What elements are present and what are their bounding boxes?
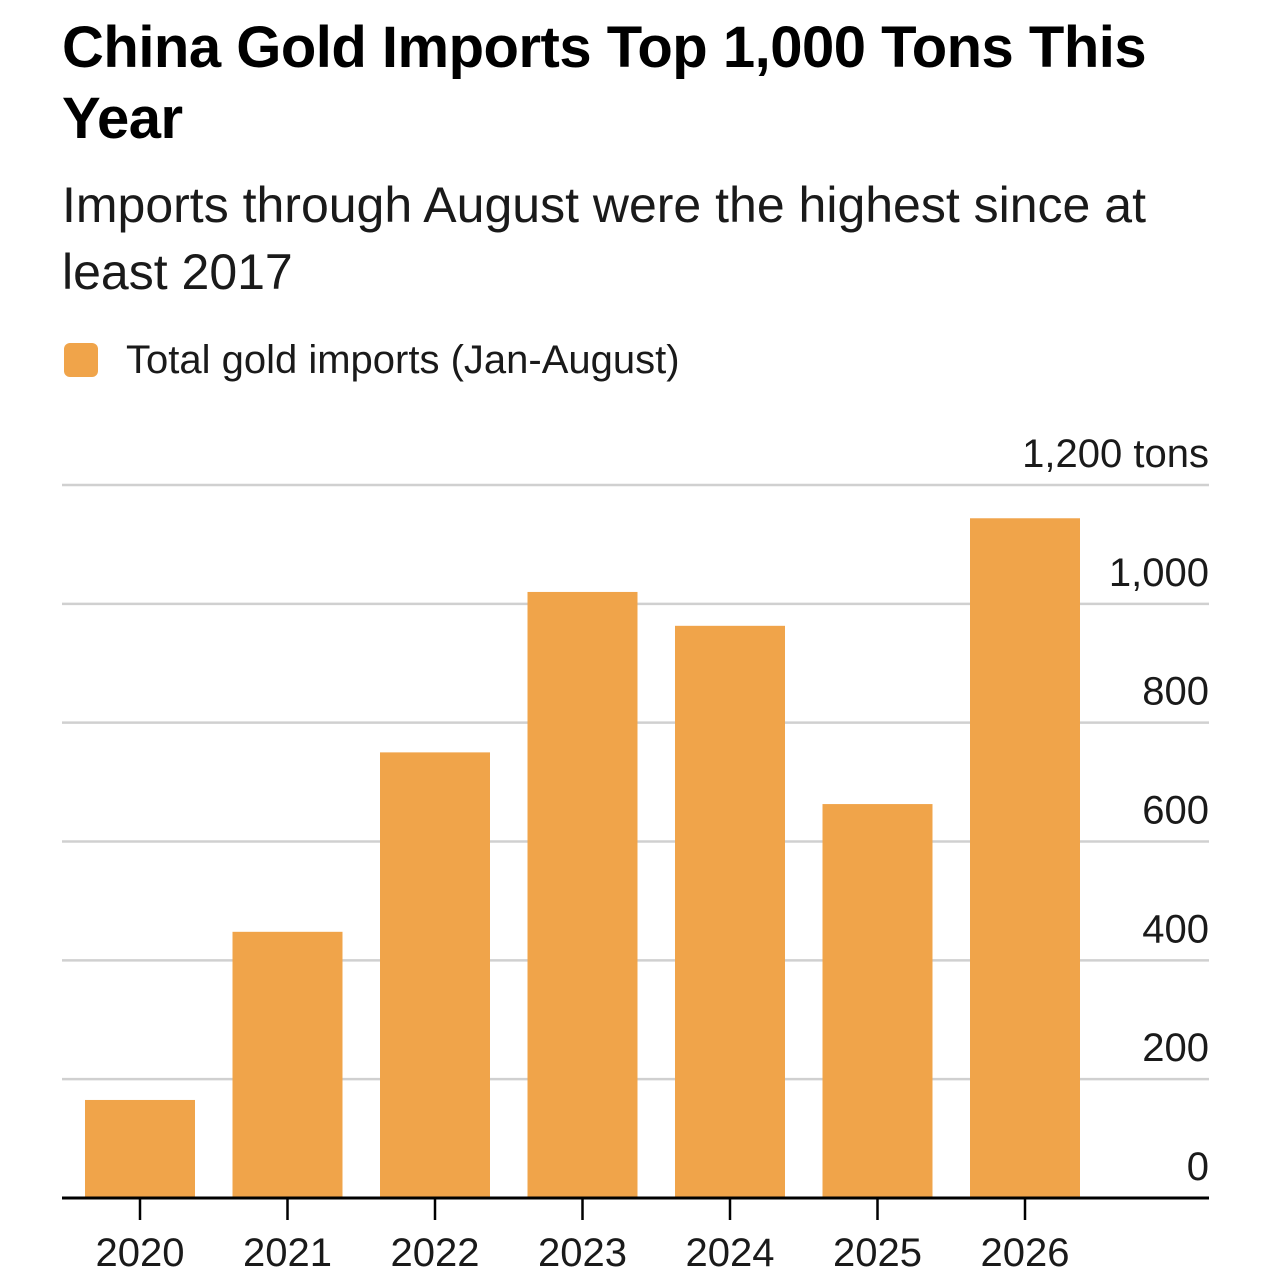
legend-swatch — [64, 343, 98, 377]
bar — [675, 625, 785, 1198]
x-tick-label: 2022 — [391, 1231, 480, 1275]
y-tick-label: 200 — [1142, 1026, 1209, 1070]
bar — [380, 752, 490, 1198]
y-axis-labels: 0 200 400 600 800 1,000 1,200 tons — [1022, 432, 1209, 1189]
legend-label: Total gold imports (Jan-August) — [126, 337, 680, 382]
x-tick-label: 2023 — [538, 1231, 627, 1275]
chart-subtitle: Imports through August were the highest … — [62, 177, 1146, 300]
y-tick-label: 800 — [1142, 670, 1209, 714]
y-tick-label: 1,000 — [1109, 551, 1209, 595]
x-tick-label: 2021 — [243, 1231, 332, 1275]
bar — [970, 518, 1080, 1198]
x-tick-label: 2026 — [981, 1231, 1070, 1275]
bar — [85, 1099, 195, 1198]
legend: Total gold imports (Jan-August) — [64, 332, 680, 388]
x-tick-label: 2020 — [96, 1231, 185, 1275]
bar — [822, 804, 933, 1198]
chart-title: China Gold Imports Top 1,000 Tons This Y… — [62, 15, 1147, 151]
bars — [85, 518, 1080, 1198]
x-tick-label: 2024 — [686, 1231, 775, 1275]
x-axis: 2020 2021 2022 2023 2024 2025 2026 — [62, 1196, 1209, 1275]
y-tick-label: 600 — [1142, 789, 1209, 833]
x-tick-label: 2025 — [833, 1231, 922, 1275]
y-tick-label: 0 — [1187, 1145, 1209, 1189]
bar — [527, 591, 638, 1198]
y-tick-label: 1,200 tons — [1022, 432, 1209, 476]
y-tick-label: 400 — [1142, 907, 1209, 951]
bar — [232, 931, 343, 1198]
